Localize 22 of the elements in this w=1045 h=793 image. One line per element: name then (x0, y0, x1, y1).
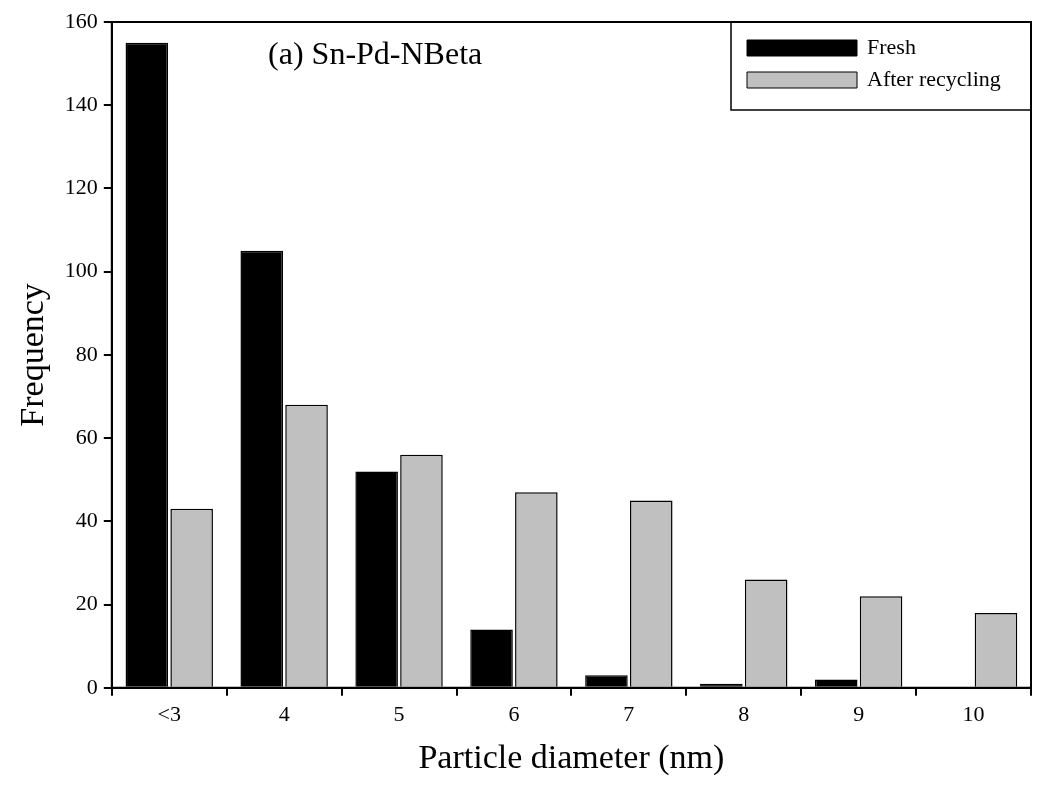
y-tick-label: 20 (75, 590, 98, 616)
y-tick-label: 80 (75, 340, 98, 366)
x-axis-title: Particle diameter (nm) (418, 737, 725, 776)
y-tick-label: 40 (75, 507, 98, 533)
legend-label: After recycling (867, 65, 1001, 91)
x-tick-label: 10 (962, 700, 985, 726)
x-tick-label: 7 (623, 700, 635, 726)
legend-label: Fresh (867, 33, 916, 59)
chart-title: (a) Sn-Pd-NBeta (268, 35, 483, 72)
x-tick-label: 5 (393, 700, 405, 726)
y-tick-label: 160 (64, 7, 98, 33)
y-axis-title: Frequency (13, 283, 51, 427)
y-tick-label: 120 (64, 174, 98, 200)
x-tick-label: 9 (853, 700, 865, 726)
y-tick-label: 60 (75, 423, 98, 449)
x-tick-label: 4 (278, 700, 290, 726)
x-tick-label: 8 (738, 700, 750, 726)
x-tick-label: <3 (157, 700, 181, 726)
x-tick-label: 6 (508, 700, 520, 726)
y-tick-label: 100 (64, 257, 98, 283)
y-tick-label: 140 (64, 91, 98, 117)
y-tick-label: 0 (86, 673, 98, 699)
